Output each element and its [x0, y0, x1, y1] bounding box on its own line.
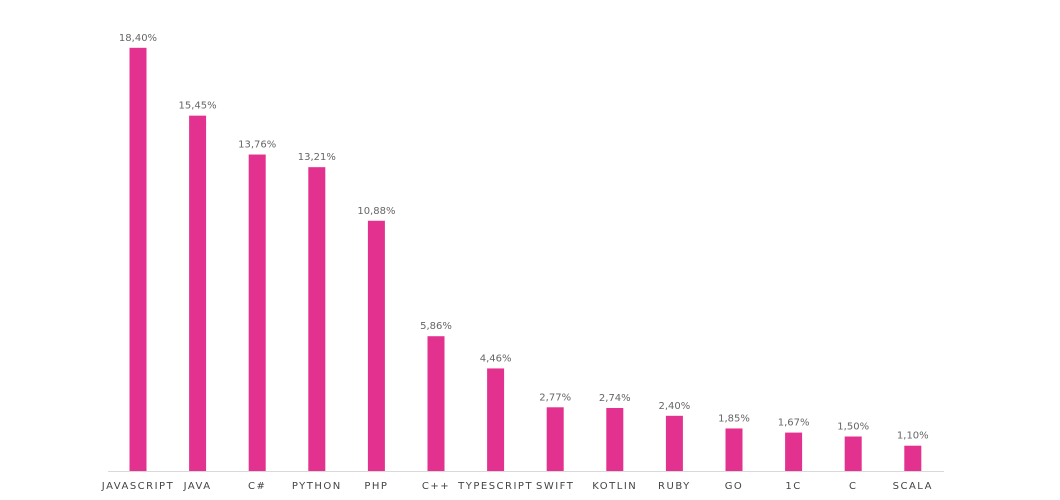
value-label: 1,50% — [837, 422, 869, 433]
x-tick-label: SWIFT — [536, 481, 574, 492]
bar — [606, 407, 624, 471]
bar — [308, 167, 326, 472]
bar — [487, 368, 505, 471]
x-tick-label: C# — [248, 481, 266, 492]
value-label: 5,86% — [420, 321, 452, 332]
value-label: 2,40% — [659, 401, 691, 412]
bar — [367, 220, 385, 471]
value-label: 2,74% — [599, 393, 631, 404]
x-tick-label: 1C — [785, 481, 801, 492]
x-tick-label: C — [849, 481, 857, 492]
bar — [665, 415, 683, 471]
bar — [248, 154, 266, 471]
value-label: 13,21% — [298, 152, 336, 163]
value-label: 18,40% — [119, 33, 157, 44]
bar — [725, 428, 743, 471]
value-label: 1,85% — [718, 413, 750, 424]
x-tick-label: C++ — [422, 481, 450, 492]
x-tick-label: GO — [725, 481, 744, 492]
bar — [904, 445, 922, 471]
x-tick-label: TYPESCRIPT — [457, 481, 533, 492]
value-label: 10,88% — [357, 206, 395, 217]
x-tick-label: SCALA — [893, 481, 933, 492]
value-label: 1,67% — [778, 418, 810, 429]
x-tick-label: KOTLIN — [592, 481, 637, 492]
x-tick-label: PYTHON — [292, 481, 342, 492]
value-label: 13,76% — [238, 140, 276, 151]
bar — [844, 436, 862, 471]
value-label: 4,46% — [480, 353, 512, 364]
value-label: 2,77% — [539, 392, 571, 403]
bar — [546, 407, 564, 471]
x-tick-label: RUBY — [658, 481, 691, 492]
bar — [427, 336, 445, 471]
bar — [129, 47, 147, 472]
bar — [189, 115, 207, 472]
value-label: 15,45% — [179, 101, 217, 112]
x-tick-label: JAVA — [183, 481, 212, 492]
bar — [785, 432, 803, 471]
x-tick-label: PHP — [364, 481, 388, 492]
x-tick-label: JAVASCRIPT — [101, 481, 174, 492]
value-label: 1,10% — [897, 431, 929, 442]
